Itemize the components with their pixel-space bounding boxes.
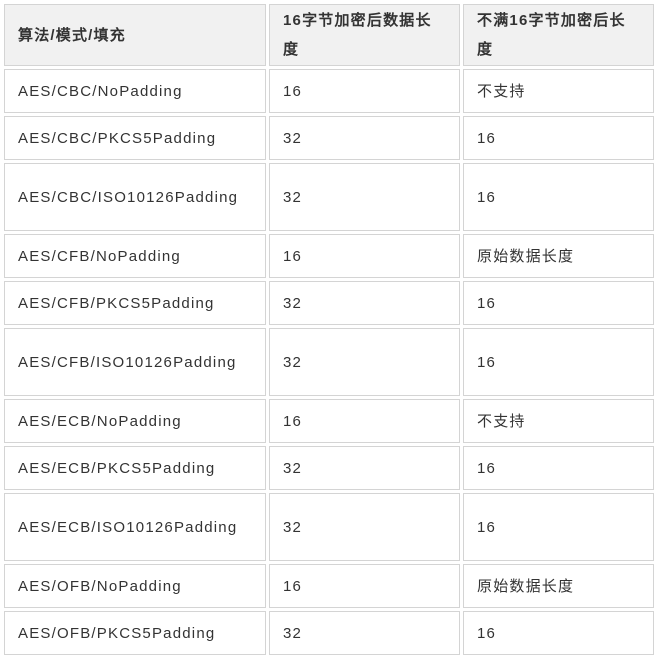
cell-under-16-length: 16 <box>463 116 654 160</box>
cell-under-16-length: 不支持 <box>463 69 654 113</box>
table-row: AES/CBC/NoPadding 16 不支持 <box>4 69 654 113</box>
cell-under-16-length: 原始数据长度 <box>463 234 654 278</box>
header-row: 算法/模式/填充 16字节加密后数据长度 不满16字节加密后长度 <box>4 4 654 66</box>
table-row: AES/OFB/PKCS5Padding 32 16 <box>4 611 654 655</box>
table-row: AES/CFB/PKCS5Padding 32 16 <box>4 281 654 325</box>
table-row: AES/CFB/NoPadding 16 原始数据长度 <box>4 234 654 278</box>
cell-algorithm: AES/ECB/ISO10126Padding <box>4 493 266 561</box>
cell-algorithm: AES/CFB/ISO10126Padding <box>4 328 266 396</box>
cell-algorithm: AES/ECB/NoPadding <box>4 399 266 443</box>
cell-algorithm: AES/CBC/ISO10126Padding <box>4 163 266 231</box>
cell-under-16-length: 16 <box>463 493 654 561</box>
cell-under-16-length: 16 <box>463 328 654 396</box>
table-row: AES/ECB/PKCS5Padding 32 16 <box>4 446 654 490</box>
cell-16-byte-length: 32 <box>269 281 460 325</box>
cell-algorithm: AES/CFB/NoPadding <box>4 234 266 278</box>
cell-under-16-length: 原始数据长度 <box>463 564 654 608</box>
cell-16-byte-length: 32 <box>269 163 460 231</box>
header-algorithm: 算法/模式/填充 <box>4 4 266 66</box>
cell-16-byte-length: 32 <box>269 493 460 561</box>
cell-16-byte-length: 16 <box>269 399 460 443</box>
table-row: AES/CBC/ISO10126Padding 32 16 <box>4 163 654 231</box>
table-row: AES/ECB/NoPadding 16 不支持 <box>4 399 654 443</box>
header-16-byte-length: 16字节加密后数据长度 <box>269 4 460 66</box>
table-row: AES/CBC/PKCS5Padding 32 16 <box>4 116 654 160</box>
cell-algorithm: AES/ECB/PKCS5Padding <box>4 446 266 490</box>
cell-algorithm: AES/CBC/PKCS5Padding <box>4 116 266 160</box>
cell-16-byte-length: 16 <box>269 69 460 113</box>
cell-under-16-length: 16 <box>463 281 654 325</box>
table-row: AES/CFB/ISO10126Padding 32 16 <box>4 328 654 396</box>
table-row: AES/ECB/ISO10126Padding 32 16 <box>4 493 654 561</box>
cell-algorithm: AES/CBC/NoPadding <box>4 69 266 113</box>
cell-under-16-length: 16 <box>463 446 654 490</box>
cell-16-byte-length: 32 <box>269 446 460 490</box>
cell-16-byte-length: 32 <box>269 611 460 655</box>
cell-under-16-length: 16 <box>463 611 654 655</box>
cell-algorithm: AES/CFB/PKCS5Padding <box>4 281 266 325</box>
cell-algorithm: AES/OFB/PKCS5Padding <box>4 611 266 655</box>
cell-16-byte-length: 16 <box>269 564 460 608</box>
cell-algorithm: AES/OFB/NoPadding <box>4 564 266 608</box>
cell-16-byte-length: 32 <box>269 116 460 160</box>
cell-16-byte-length: 32 <box>269 328 460 396</box>
cell-16-byte-length: 16 <box>269 234 460 278</box>
cell-under-16-length: 不支持 <box>463 399 654 443</box>
header-under-16-length: 不满16字节加密后长度 <box>463 4 654 66</box>
cell-under-16-length: 16 <box>463 163 654 231</box>
table-row: AES/OFB/NoPadding 16 原始数据长度 <box>4 564 654 608</box>
